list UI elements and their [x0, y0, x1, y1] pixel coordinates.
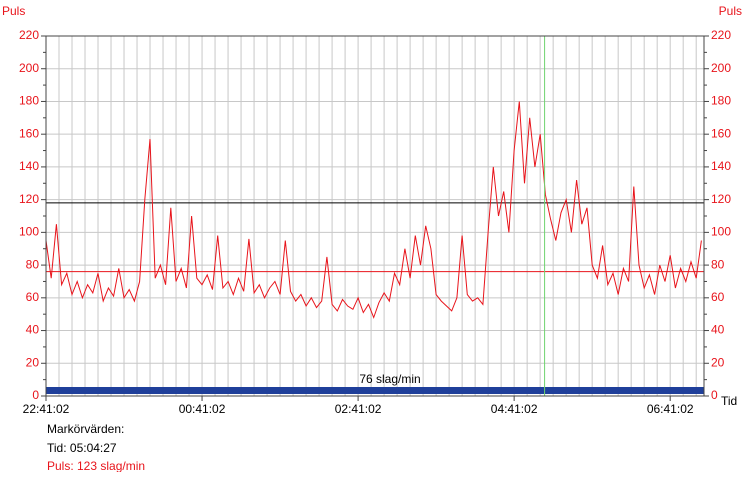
y2-tick-label: 80	[711, 257, 725, 271]
y-tick-label: 0	[32, 388, 39, 402]
y-tick-label: 220	[19, 28, 39, 42]
y2-tick-label: 200	[711, 61, 731, 75]
y-tick-label: 160	[19, 126, 39, 140]
y2-tick-label: 40	[711, 323, 725, 337]
average-label: 76 slag/min	[359, 372, 420, 386]
y2-tick-label: 100	[711, 225, 731, 239]
y-tick-label: 200	[19, 61, 39, 75]
y-tick-label: 20	[26, 355, 40, 369]
y2-axis-label: Puls	[719, 4, 742, 18]
y-tick-label: 40	[26, 323, 40, 337]
y2-tick-label: 60	[711, 290, 725, 304]
plot-area	[46, 36, 704, 396]
x-tick-label: 06:41:02	[647, 402, 694, 416]
y-tick-label: 80	[26, 257, 40, 271]
y2-tick-label: 220	[711, 28, 731, 42]
x-tick-label: 22:41:02	[23, 402, 70, 416]
y-tick-label: 60	[26, 290, 40, 304]
x-tick-label: 02:41:02	[335, 402, 382, 416]
pulse-line	[45, 101, 702, 319]
y-tick-label: 120	[19, 192, 39, 206]
grid	[46, 35, 704, 397]
x-tick-label: 04:41:02	[491, 402, 538, 416]
y-axis-label: Puls	[2, 4, 25, 18]
y-tick-label: 100	[19, 225, 39, 239]
y2-tick-label: 20	[711, 355, 725, 369]
axes: 0 0 20 20 40 40 60 60 80 80 100 100 120 120 140 140 160 1…	[19, 28, 731, 416]
y2-tick-label: 160	[711, 126, 731, 140]
average-bar	[46, 387, 704, 394]
y-tick-label: 140	[19, 159, 39, 173]
y2-tick-label: 0	[711, 388, 718, 402]
y2-tick-label: 120	[711, 192, 731, 206]
marker-pulse: Puls: 123 slag/min	[47, 459, 145, 472]
y-tick-label: 180	[19, 94, 39, 108]
marker-time: Tid: 05:04:27	[47, 441, 117, 455]
x-tick-label: 00:41:02	[179, 402, 226, 416]
x-axis-label: Tid	[721, 394, 737, 408]
y2-tick-label: 140	[711, 159, 731, 173]
y2-tick-label: 180	[711, 94, 731, 108]
marker-heading: Markörvärden:	[47, 422, 124, 436]
